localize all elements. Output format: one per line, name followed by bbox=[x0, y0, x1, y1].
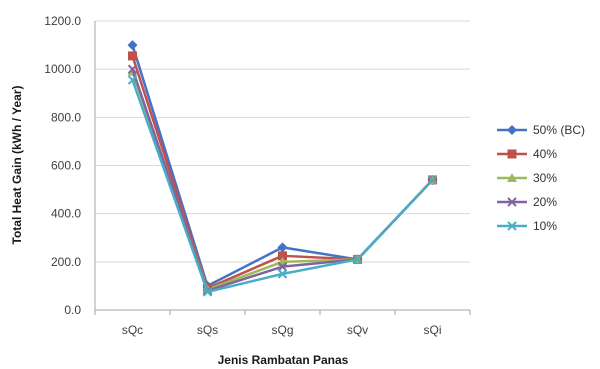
y-tick-label: 200.0 bbox=[51, 255, 81, 269]
legend-label: 40% bbox=[533, 147, 557, 161]
y-axis-ticks: 0.0 200.0 400.0 600.0 800.0 1000.0 1200.0 bbox=[44, 14, 81, 317]
data-point bbox=[352, 254, 363, 265]
gridlines bbox=[95, 20, 470, 263]
legend-label: 50% (BC) bbox=[533, 123, 585, 137]
legend-label: 30% bbox=[533, 171, 557, 185]
legend-marker bbox=[507, 221, 517, 231]
data-point bbox=[202, 287, 213, 297]
legend-item: 20% bbox=[497, 195, 557, 209]
data-point bbox=[277, 242, 288, 253]
y-tick-label: 800.0 bbox=[51, 110, 81, 124]
legend-item: 50% (BC) bbox=[497, 123, 585, 137]
series-lines bbox=[127, 40, 438, 297]
data-point bbox=[427, 175, 438, 185]
legend-label: 10% bbox=[533, 219, 557, 233]
legend-item: 30% bbox=[497, 171, 557, 185]
data-point bbox=[127, 40, 138, 51]
y-tick-label: 600.0 bbox=[51, 159, 81, 173]
x-tick-label: sQi bbox=[424, 323, 442, 337]
legend-marker bbox=[507, 173, 517, 182]
x-tick-label: sQg bbox=[271, 323, 293, 337]
data-point bbox=[277, 261, 288, 272]
data-point bbox=[127, 75, 138, 85]
x-axis-ticks: sQc sQs sQg sQv sQi bbox=[122, 323, 442, 337]
series-1 bbox=[128, 51, 437, 293]
y-tick-label: 400.0 bbox=[51, 207, 81, 221]
data-point bbox=[278, 251, 287, 261]
x-tick-label: sQv bbox=[347, 323, 368, 337]
legend: 50% (BC) 40% 30% 20% 10% bbox=[497, 123, 585, 233]
y-tick-label: 1000.0 bbox=[44, 62, 81, 76]
data-point bbox=[277, 269, 288, 279]
legend-item: 40% bbox=[497, 147, 557, 161]
x-axis-title: Jenis Rambatan Panas bbox=[218, 353, 349, 367]
data-point bbox=[128, 51, 137, 61]
legend-marker bbox=[507, 197, 517, 207]
series-4 bbox=[127, 75, 438, 297]
x-tick-label: sQc bbox=[122, 323, 143, 337]
x-tick-label: sQs bbox=[197, 323, 218, 337]
axes bbox=[94, 21, 471, 315]
legend-marker bbox=[507, 125, 517, 135]
legend-label: 20% bbox=[533, 195, 557, 209]
y-tick-label: 0.0 bbox=[64, 303, 81, 317]
legend-item: 10% bbox=[497, 219, 557, 233]
legend-marker bbox=[507, 149, 517, 159]
data-point bbox=[127, 64, 138, 74]
y-axis-title: Total Heat Gain (kWh / Year) bbox=[10, 86, 24, 245]
y-tick-label: 1200.0 bbox=[44, 14, 81, 28]
